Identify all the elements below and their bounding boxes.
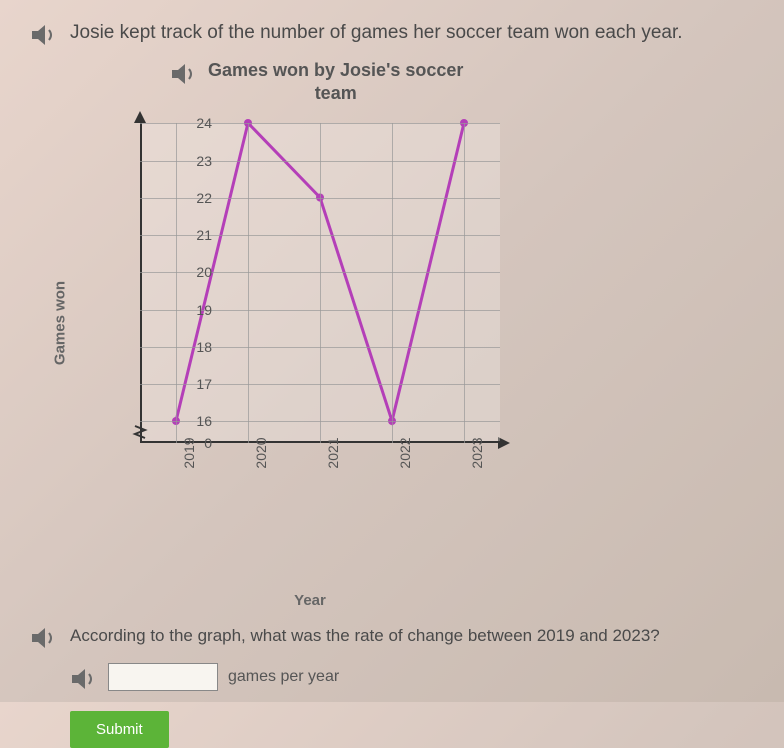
x-tick-label: 2022	[397, 438, 413, 469]
y-tick-label: 17	[196, 376, 212, 392]
title-line2: team	[315, 83, 357, 103]
y-tick-label: 24	[196, 115, 212, 131]
y-tick-label: 19	[196, 302, 212, 318]
plot-region	[140, 123, 500, 443]
title-line1: Games won by Josie's soccer	[208, 60, 463, 80]
gridline-v	[176, 123, 177, 443]
y-tick-label: 23	[196, 153, 212, 169]
y-tick-label: 0	[204, 435, 212, 451]
axis-break-icon	[135, 426, 145, 438]
x-tick-label: 2021	[325, 438, 341, 469]
answer-units: games per year	[228, 668, 339, 686]
prompt-text: According to the graph, what was the rat…	[70, 624, 660, 648]
answer-row: games per year	[70, 663, 754, 691]
chart-title: Games won by Josie's soccer team	[208, 59, 463, 106]
y-tick-label: 20	[196, 264, 212, 280]
y-axis-arrow	[134, 111, 146, 123]
y-tick-label: 18	[196, 339, 212, 355]
x-tick-label: 2019	[181, 438, 197, 469]
gridline-v	[464, 123, 465, 443]
speaker-icon[interactable]	[170, 63, 198, 85]
prompt-row: According to the graph, what was the rat…	[30, 623, 754, 649]
chart-title-row: Games won by Josie's soccer team	[170, 59, 754, 106]
answer-input[interactable]	[108, 663, 218, 691]
speaker-icon[interactable]	[30, 24, 58, 46]
chart-area: Games won Year 0161718192021222324201920…	[90, 113, 530, 533]
x-axis-label: Year	[294, 592, 326, 609]
y-tick-label: 16	[196, 413, 212, 429]
speaker-icon[interactable]	[70, 668, 98, 690]
gridline-v	[392, 123, 393, 443]
y-tick-label: 22	[196, 190, 212, 206]
intro-row: Josie kept track of the number of games …	[30, 20, 754, 47]
intro-text: Josie kept track of the number of games …	[70, 20, 683, 47]
submit-button[interactable]: Submit	[70, 711, 169, 748]
gridline-v	[248, 123, 249, 443]
x-tick-label: 2020	[253, 438, 269, 469]
speaker-icon[interactable]	[30, 627, 58, 649]
x-tick-label: 2023	[469, 438, 485, 469]
y-tick-label: 21	[196, 227, 212, 243]
y-axis-label: Games won	[52, 281, 69, 365]
gridline-v	[320, 123, 321, 443]
